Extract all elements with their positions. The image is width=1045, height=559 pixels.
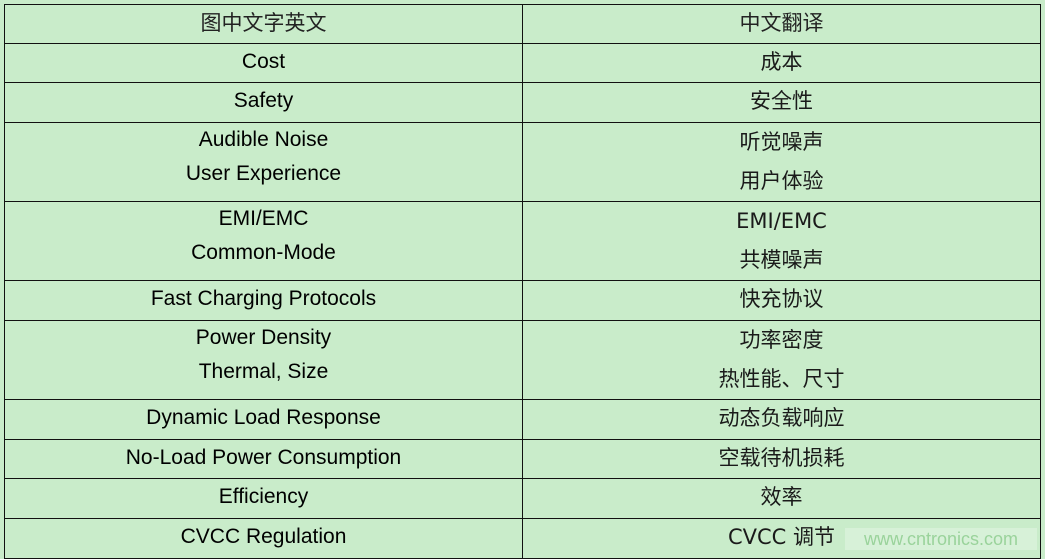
chinese-cell: 安全性 [522,82,1041,123]
chinese-term: 用户体验 [739,169,824,193]
chinese-cell: 功率密度热性能、尺寸 [522,320,1041,400]
english-term: Common-Mode [191,241,336,264]
chinese-term: CVCC 调节 [727,525,836,549]
chinese-cell: 听觉噪声 用户体验 [522,122,1041,202]
chinese-cell: 成本 [522,43,1041,83]
chinese-term: 功率密度 [739,328,824,352]
chinese-cell: 快充协议 [522,280,1041,321]
chinese-cell: 动态负载响应 [522,399,1041,440]
chinese-term: 听觉噪声 [739,130,824,154]
table-row: Dynamic Load Response 动态负载响应 [4,399,1041,440]
english-cell: Audible Noise User Experience [4,122,523,202]
table-row: Fast Charging Protocols 快充协议 [4,280,1041,321]
chinese-term: EMI/EMC [736,209,827,233]
chinese-term: 快充协议 [739,287,824,311]
english-term: Power Density [195,326,332,349]
table-row: No-Load Power Consumption 空载待机损耗 [4,439,1041,479]
watermark: www.cntronics.com [845,528,1037,550]
chinese-term: 空载待机损耗 [718,446,845,470]
english-term: User Experience [185,162,342,185]
english-cell: Efficiency [4,478,523,519]
chinese-term: 共模噪声 [739,248,824,272]
table-row: Power Density Thermal, Size 功率密度热性能、尺寸 [4,320,1041,400]
chinese-term: 热性能、尺寸 [718,367,845,391]
english-term: Thermal, Size [198,360,329,383]
english-term: Fast Charging Protocols [150,287,377,310]
english-term: Cost [241,50,286,73]
header-row: 图中文字英文 中文翻译 [4,4,1041,44]
english-term: No-Load Power Consumption [125,446,402,469]
table-row: Audible Noise User Experience 听觉噪声用户体验 [4,122,1041,202]
english-cell: No-Load Power Consumption [4,439,523,479]
english-cell: Dynamic Load Response [4,399,523,440]
table-row: Safety 安全性 [4,82,1041,123]
chinese-term: 成本 [760,50,803,74]
english-term: Efficiency [218,485,309,508]
header-english: 图中文字英文 [200,11,327,35]
english-term: EMI/EMC [218,207,309,230]
header-cell-chinese: 中文翻译 [522,4,1041,44]
english-cell: Power Density Thermal, Size [4,320,523,400]
table-row: EMI/EMC Common-Mode EMI/EMC 共模噪声 [4,201,1041,281]
english-cell: Cost [4,43,523,83]
chinese-term: 效率 [760,485,803,509]
english-term: Dynamic Load Response [146,406,381,429]
english-term: Audible Noise [198,128,329,151]
chinese-cell: EMI/EMC 共模噪声 [522,201,1041,281]
table-row: Cost 成本 [4,43,1041,83]
english-term: CVCC Regulation [180,525,347,548]
english-cell: CVCC Regulation [4,518,523,559]
translation-table: 图中文字英文 中文翻译 Cost 成本 Safety 安全性 Audible Noise… [4,4,1041,559]
table-row: Efficiency 效率 [4,478,1041,519]
chinese-term: 安全性 [750,89,813,113]
chinese-cell: 空载待机损耗 [522,439,1041,479]
chinese-term: 动态负载响应 [718,406,845,430]
chinese-cell: 效率 [522,478,1041,519]
english-cell: EMI/EMC Common-Mode [4,201,523,281]
header-chinese: 中文翻译 [739,11,824,35]
english-term: Safety [233,89,294,112]
english-cell: Safety [4,82,523,123]
header-cell-english: 图中文字英文 [4,4,523,44]
english-cell: Fast Charging Protocols [4,280,523,321]
